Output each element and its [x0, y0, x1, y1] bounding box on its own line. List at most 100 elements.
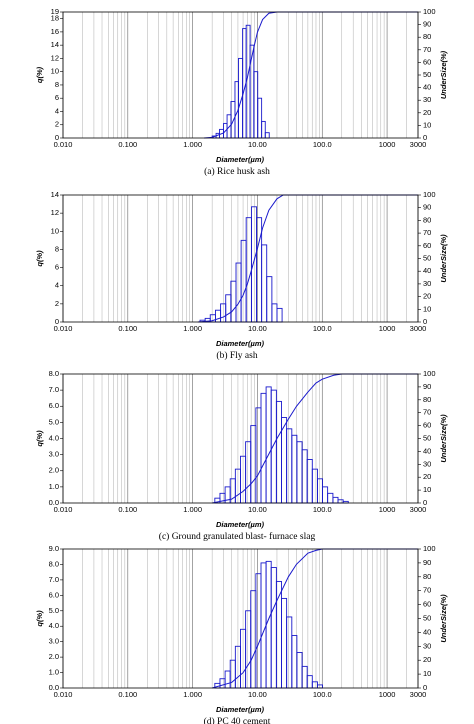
y2-tick-label: 50	[423, 70, 431, 79]
plot-frame	[62, 194, 419, 323]
y2-tick-label: 0	[423, 317, 427, 326]
y-tick-label: 7.0	[49, 575, 59, 584]
y2-tick-label: 80	[423, 572, 431, 581]
y2-tick-label: 40	[423, 627, 431, 636]
x-tick-label: 0.010	[54, 140, 73, 149]
x-tick-label: 100.0	[313, 690, 332, 699]
x-tick-label: 3000	[410, 140, 427, 149]
y2-tick-label: 10	[423, 120, 431, 129]
y2-tick-label: 30	[423, 279, 431, 288]
plot-frame	[62, 548, 419, 689]
y-tick-label: 12	[51, 53, 59, 62]
y2-tick-label: 80	[423, 215, 431, 224]
y-tick-label: 14	[51, 40, 59, 49]
caption: (d) PC 40 cement	[204, 716, 271, 724]
y-tick-label: 2	[55, 120, 59, 129]
x-tick-label: 3000	[410, 324, 427, 333]
x-tick-label: 0.100	[118, 690, 137, 699]
x-tick-label: 0.010	[54, 505, 73, 514]
y-tick-label: 2.0	[49, 652, 59, 661]
x-tick-label: 0.010	[54, 690, 73, 699]
y-tick-label: 1.0	[49, 668, 59, 677]
x-tick-label: 10.00	[248, 505, 267, 514]
y2-tick-label: 20	[423, 108, 431, 117]
y2-tick-label: 100	[423, 190, 436, 199]
x-tick-label: 0.100	[118, 324, 137, 333]
y-tick-label: 2	[55, 299, 59, 308]
y-axis-label: q(%)	[35, 250, 44, 267]
x-tick-label: 3000	[410, 690, 427, 699]
y-tick-label: 10	[51, 67, 59, 76]
y-tick-label: 18	[51, 14, 59, 23]
y-tick-label: 6.0	[49, 590, 59, 599]
y-tick-label: 4.0	[49, 433, 59, 442]
y-tick-label: 5.0	[49, 417, 59, 426]
x-tick-label: 1.000	[183, 324, 202, 333]
y-tick-label: 6	[55, 93, 59, 102]
caption: (c) Ground granulated blast- furnace sla…	[159, 531, 316, 542]
y2-tick-label: 100	[423, 7, 436, 16]
x-axis-label: Diameter(µm)	[216, 155, 265, 164]
y2-tick-label: 30	[423, 459, 431, 468]
plot-area	[63, 195, 418, 322]
y-tick-label: 8.0	[49, 559, 59, 568]
x-tick-label: 1000	[379, 324, 396, 333]
x-tick-label: 100.0	[313, 324, 332, 333]
y-tick-label: 7.0	[49, 385, 59, 394]
y2-tick-label: 60	[423, 421, 431, 430]
x-tick-label: 10.00	[248, 690, 267, 699]
plot-frame	[62, 11, 419, 139]
x-tick-label: 3000	[410, 505, 427, 514]
y2-axis-label: UnderSize(%)	[439, 234, 448, 283]
y2-tick-label: 80	[423, 32, 431, 41]
y2-tick-label: 0	[423, 498, 427, 507]
caption: (b) Fly ash	[216, 350, 257, 361]
y2-tick-label: 50	[423, 433, 431, 442]
y2-tick-label: 20	[423, 472, 431, 481]
y2-tick-label: 10	[423, 669, 431, 678]
y-tick-label: 9.0	[49, 544, 59, 553]
x-tick-label: 1000	[379, 690, 396, 699]
y-tick-label: 8	[55, 80, 59, 89]
y-tick-label: 8.0	[49, 369, 59, 378]
y-tick-label: 19	[51, 7, 59, 16]
y-tick-label: 16	[51, 27, 59, 36]
caption: (a) Rice husk ash	[204, 166, 270, 177]
y-tick-label: 3.0	[49, 637, 59, 646]
y2-tick-label: 90	[423, 203, 431, 212]
y2-tick-label: 30	[423, 641, 431, 650]
y2-tick-label: 80	[423, 395, 431, 404]
y-tick-label: 12	[51, 208, 59, 217]
y-tick-label: 2.0	[49, 466, 59, 475]
y2-tick-label: 60	[423, 57, 431, 66]
y-axis-label: q(%)	[35, 610, 44, 627]
x-axis-label: Diameter(µm)	[216, 705, 265, 714]
y2-tick-label: 90	[423, 20, 431, 29]
x-axis-label: Diameter(µm)	[216, 339, 265, 348]
cumulative-curve	[197, 194, 418, 323]
x-axis-label: Diameter(µm)	[216, 520, 265, 529]
x-tick-label: 0.010	[54, 324, 73, 333]
y2-tick-label: 40	[423, 83, 431, 92]
y-tick-label: 0.0	[49, 683, 59, 692]
y-tick-label: 0.0	[49, 498, 59, 507]
x-tick-label: 1.000	[183, 140, 202, 149]
y2-tick-label: 0	[423, 683, 427, 692]
cumulative-curve	[212, 373, 418, 504]
plot-frame	[62, 373, 419, 504]
y-tick-label: 4	[55, 281, 59, 290]
x-tick-label: 0.100	[118, 140, 137, 149]
x-tick-label: 1000	[379, 140, 396, 149]
y2-tick-label: 100	[423, 369, 436, 378]
x-tick-label: 100.0	[313, 505, 332, 514]
y2-tick-label: 20	[423, 292, 431, 301]
y2-tick-label: 70	[423, 408, 431, 417]
cumulative-curve	[212, 548, 418, 689]
y-tick-label: 3.0	[49, 450, 59, 459]
y2-tick-label: 60	[423, 241, 431, 250]
x-tick-label: 0.100	[118, 505, 137, 514]
y-tick-label: 10	[51, 226, 59, 235]
y2-tick-label: 0	[423, 133, 427, 142]
y2-axis-label: UnderSize(%)	[439, 414, 448, 463]
